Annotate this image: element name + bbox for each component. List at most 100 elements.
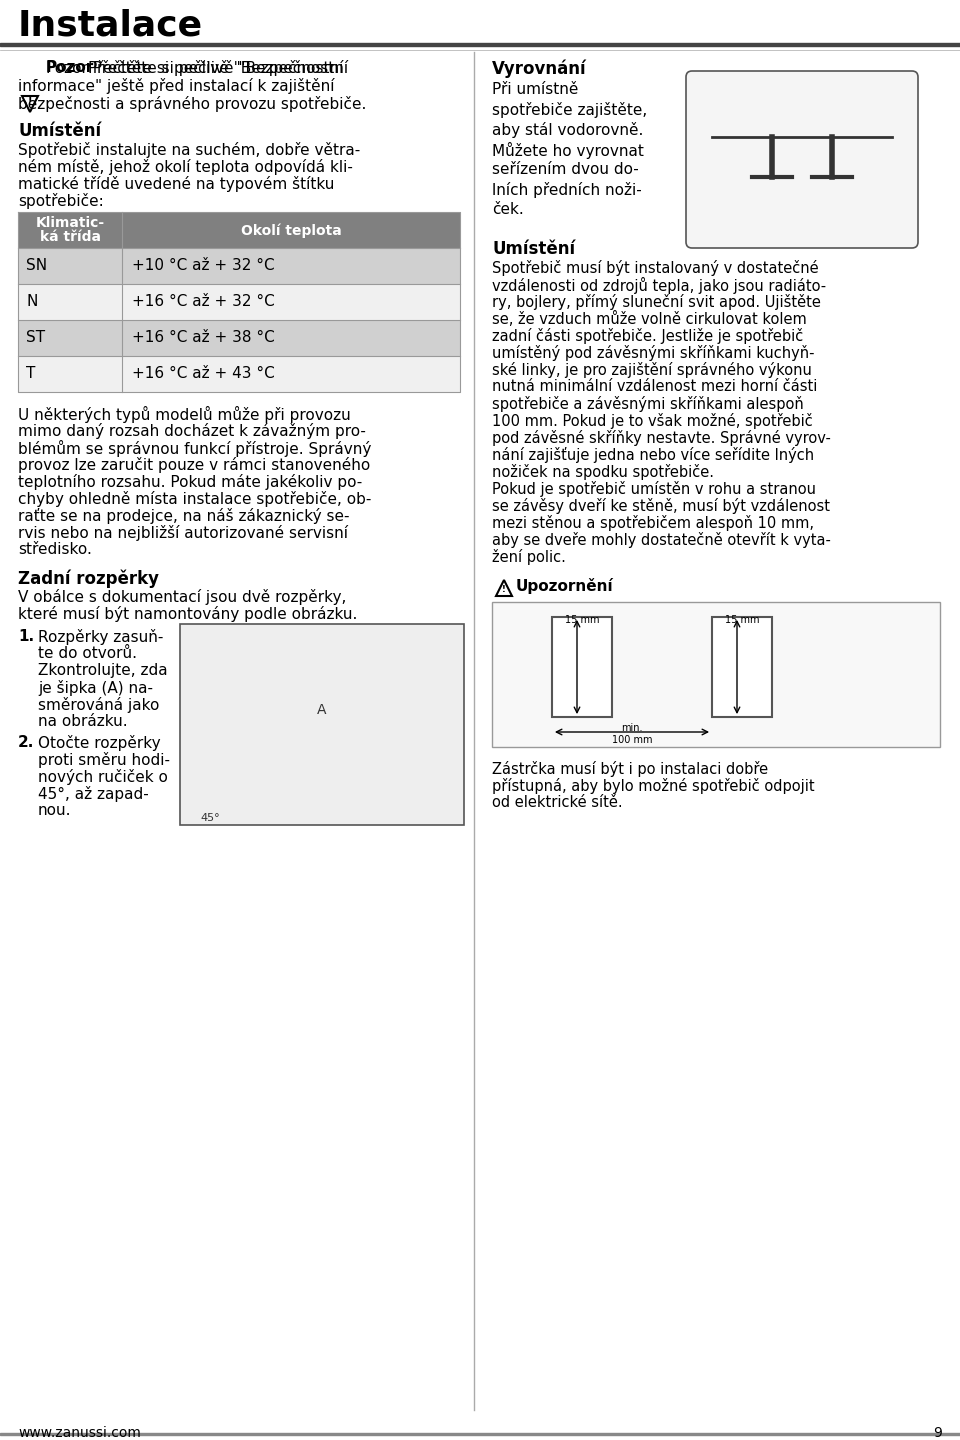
Bar	[122, 356, 460, 392]
Text: se závěsy dveří ke stěně, musí být vzdálenost: se závěsy dveří ke stěně, musí být vzdál…	[492, 498, 830, 514]
Text: Okolí teplota: Okolí teplota	[241, 223, 342, 238]
Text: na obrázku.: na obrázku.	[38, 714, 128, 729]
Text: lních předních noži-: lních předních noži-	[492, 181, 641, 197]
Text: !: !	[28, 96, 33, 107]
Bar	[0, 1433, 960, 1436]
Text: +16 °C až + 38 °C: +16 °C až + 38 °C	[132, 331, 275, 346]
Text: seřízením dvou do-: seřízením dvou do-	[492, 161, 638, 177]
Text: +16 °C až + 32 °C: +16 °C až + 32 °C	[132, 295, 275, 310]
Text: Pokud je spotřebič umístěn v rohu a stranou: Pokud je spotřebič umístěn v rohu a stra…	[492, 481, 816, 497]
Bar	[18, 212, 122, 248]
Text: Klimatic-: Klimatic-	[36, 216, 105, 230]
Text: A: A	[317, 703, 326, 717]
Text: spotřebiče a závěsnými skříňkami alespoň: spotřebiče a závěsnými skříňkami alespoň	[492, 396, 804, 412]
Text: aby stál vodorovně.: aby stál vodorovně.	[492, 122, 643, 138]
Text: ném místě, jehož okolí teplota odpovídá kli-: ném místě, jehož okolí teplota odpovídá …	[18, 158, 353, 176]
Text: ST: ST	[26, 331, 45, 346]
Text: V obálce s dokumentací jsou dvě rozpěrky,: V obálce s dokumentací jsou dvě rozpěrky…	[18, 589, 347, 605]
FancyBboxPatch shape	[180, 624, 464, 825]
Text: aby se dveře mohly dostatečně otevřít k vyta-: aby se dveře mohly dostatečně otevřít k …	[492, 531, 830, 549]
Text: 15 mm: 15 mm	[725, 615, 759, 625]
Text: nových ručiček o: nových ručiček o	[38, 769, 168, 785]
Text: nutná minimální vzdálenost mezi horní části: nutná minimální vzdálenost mezi horní čá…	[492, 379, 817, 395]
Text: směrováná jako: směrováná jako	[38, 697, 159, 713]
Text: U některých typů modelů může při provozu: U některých typů modelů může při provozu	[18, 406, 350, 423]
Text: 9: 9	[933, 1426, 942, 1440]
Bar	[552, 616, 612, 717]
Text: rvis nebo na nejbližší autorizované servisní: rvis nebo na nejbližší autorizované serv…	[18, 526, 348, 541]
Text: Vyrovnání: Vyrovnání	[492, 60, 587, 79]
Text: Rozpěrky zasuň-: Rozpěrky zasuň-	[38, 629, 163, 645]
Text: blémům se správnou funkcí přístroje. Správný: blémům se správnou funkcí přístroje. Spr…	[18, 441, 372, 456]
Bar	[0, 43, 960, 46]
Text: Spotřebič instalujte na suchém, dobře větra-: Spotřebič instalujte na suchém, dobře vě…	[18, 143, 360, 158]
Text: Pozor: Pozor	[46, 60, 94, 75]
Text: Zadní rozpěrky: Zadní rozpěrky	[18, 569, 159, 588]
Text: +16 °C až + 43 °C: +16 °C až + 43 °C	[132, 367, 275, 382]
Text: mimo daný rozsah docházet k závažným pro-: mimo daný rozsah docházet k závažným pro…	[18, 423, 366, 439]
Text: středisko.: středisko.	[18, 541, 92, 557]
Text: informace" ještě před instalací k zajištění: informace" ještě před instalací k zajišt…	[18, 78, 334, 94]
Text: je šipka (A) na-: je šipka (A) na-	[38, 680, 153, 696]
FancyBboxPatch shape	[686, 71, 918, 248]
Text: Instalace: Instalace	[18, 9, 204, 42]
Bar	[122, 284, 460, 320]
Text: Přečtěte si pečlivě "Bezpečnostní: Přečtěte si pečlivě "Bezpečnostní	[88, 60, 344, 76]
Bar	[122, 248, 460, 284]
Text: vzdálenosti od zdrojů tepla, jako jsou radiáto-: vzdálenosti od zdrojů tepla, jako jsou r…	[492, 276, 827, 294]
Text: raťte se na prodejce, na náš zákaznický se-: raťte se na prodejce, na náš zákaznický …	[18, 508, 349, 524]
Text: Umístění: Umístění	[18, 122, 101, 140]
Bar	[712, 616, 772, 717]
Text: nou.: nou.	[38, 804, 71, 818]
Bar	[492, 602, 940, 747]
Text: 45°, až zapad-: 45°, až zapad-	[38, 786, 149, 802]
Text: přístupná, aby bylo možné spotřebič odpojit: přístupná, aby bylo možné spotřebič odpo…	[492, 778, 815, 793]
Text: se, že vzduch může volně cirkulovat kolem: se, že vzduch může volně cirkulovat kole…	[492, 311, 806, 327]
Text: Umístění: Umístění	[492, 240, 575, 258]
Text: provoz lze zaručit pouze v rámci stanoveného: provoz lze zaručit pouze v rámci stanove…	[18, 456, 371, 472]
Bar	[122, 212, 460, 248]
Text: Otočte rozpěrky: Otočte rozpěrky	[38, 734, 160, 752]
Text: proti směru hodi-: proti směru hodi-	[38, 752, 170, 768]
Text: te do otvorů.: te do otvorů.	[38, 647, 137, 661]
Text: 1.: 1.	[18, 629, 35, 644]
Text: Při umístně: Při umístně	[492, 82, 578, 96]
Bar	[18, 320, 122, 356]
Text: Spotřebič musí být instalovaný v dostatečné: Spotřebič musí být instalovaný v dostate…	[492, 261, 819, 276]
Text: 100 mm. Pokud je to však možné, spotřebič: 100 mm. Pokud je to však možné, spotřebi…	[492, 413, 813, 429]
Text: ry, bojlery, přímý sluneční svit apod. Ujištěte: ry, bojlery, přímý sluneční svit apod. U…	[492, 294, 821, 310]
Bar	[18, 248, 122, 284]
Text: ské linky, je pro zajištění správného výkonu: ské linky, je pro zajištění správného vý…	[492, 361, 812, 377]
Text: 2.: 2.	[18, 734, 35, 750]
Text: bezpečnosti a správného provozu spotřebiče.: bezpečnosti a správného provozu spotřebi…	[18, 96, 367, 112]
Bar	[18, 284, 122, 320]
Text: min.
100 mm: min. 100 mm	[612, 723, 652, 744]
Text: 15 mm: 15 mm	[564, 615, 599, 625]
Text: T: T	[26, 367, 36, 382]
Text: pod závěsné skříňky nestavte. Správné vyrov-: pod závěsné skříňky nestavte. Správné vy…	[492, 431, 830, 446]
Bar	[122, 320, 460, 356]
Text: nožiček na spodku spotřebiče.: nožiček na spodku spotřebiče.	[492, 464, 714, 480]
Text: umístěný pod závěsnými skříňkami kuchyň-: umístěný pod závěsnými skříňkami kuchyň-	[492, 346, 814, 361]
Text: chyby ohledně místa instalace spotřebiče, ob-: chyby ohledně místa instalace spotřebiče…	[18, 491, 372, 507]
Text: www.zanussi.com: www.zanussi.com	[18, 1426, 141, 1440]
Text: teplotního rozsahu. Pokud máte jakékoliv po-: teplotního rozsahu. Pokud máte jakékoliv…	[18, 474, 362, 490]
Text: od elektrické sítě.: od elektrické sítě.	[492, 795, 623, 809]
Text: nání zajišťuje jedna nebo více seřídite lných: nání zajišťuje jedna nebo více seřídite …	[492, 446, 814, 464]
Text: matické třídě uvedené na typovém štítku: matické třídě uvedené na typovém štítku	[18, 176, 334, 192]
Text: Zástrčka musí být i po instalaci dobře: Zástrčka musí být i po instalaci dobře	[492, 760, 768, 778]
Text: SN: SN	[26, 259, 47, 274]
Text: N: N	[26, 295, 37, 310]
Text: ček.: ček.	[492, 202, 524, 217]
Text: zadní části spotřebiče. Jestliže je spotřebič: zadní části spotřebiče. Jestliže je spot…	[492, 328, 804, 344]
Text: ká třída: ká třída	[39, 230, 101, 243]
Text: které musí být namontovány podle obrázku.: které musí být namontovány podle obrázku…	[18, 606, 357, 622]
Text: Upozornění: Upozornění	[516, 577, 613, 593]
Text: žení polic.: žení polic.	[492, 549, 565, 564]
Text: 45°: 45°	[200, 814, 220, 824]
Text: +10 °C až + 32 °C: +10 °C až + 32 °C	[132, 259, 275, 274]
Text: !: !	[502, 586, 506, 595]
Text: spotřebiče:: spotřebiče:	[18, 193, 104, 209]
Text: mezi stěnou a spotřebičem alespoň 10 mm,: mezi stěnou a spotřebičem alespoň 10 mm,	[492, 516, 814, 531]
Text: spotřebiče zajištěte,: spotřebiče zajištěte,	[492, 102, 647, 118]
